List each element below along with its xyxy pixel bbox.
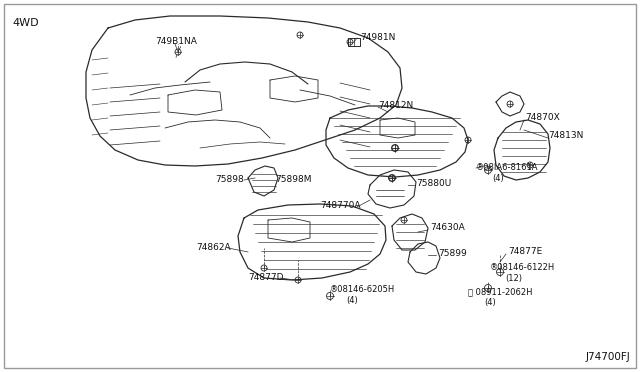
Text: 74862A: 74862A: [196, 244, 230, 253]
Text: 4WD: 4WD: [12, 18, 38, 28]
Text: 75880U: 75880U: [416, 180, 451, 189]
Text: 75898M: 75898M: [275, 176, 312, 185]
Text: 748770A: 748770A: [320, 202, 360, 211]
Text: (12): (12): [505, 273, 522, 282]
Text: 75898: 75898: [215, 176, 244, 185]
Text: 74877E: 74877E: [508, 247, 542, 257]
Text: ®08146-6205H: ®08146-6205H: [330, 285, 396, 295]
Text: (4): (4): [346, 295, 358, 305]
Text: ®08IA6-8161A: ®08IA6-8161A: [476, 164, 538, 173]
Text: 749B1NA: 749B1NA: [155, 38, 197, 46]
Text: 74813N: 74813N: [548, 131, 584, 141]
Text: Ⓝ 08911-2062H: Ⓝ 08911-2062H: [468, 288, 532, 296]
Text: (4): (4): [484, 298, 496, 307]
Text: 75899: 75899: [438, 250, 467, 259]
Text: 74981N: 74981N: [360, 33, 396, 42]
Text: 74630A: 74630A: [430, 224, 465, 232]
Text: 74812N: 74812N: [378, 100, 413, 109]
Text: J74700FJ: J74700FJ: [585, 352, 630, 362]
Text: (4): (4): [492, 173, 504, 183]
Text: ®08146-6122H: ®08146-6122H: [490, 263, 556, 273]
Text: 74877D: 74877D: [248, 273, 284, 282]
Text: 74870X: 74870X: [525, 113, 560, 122]
